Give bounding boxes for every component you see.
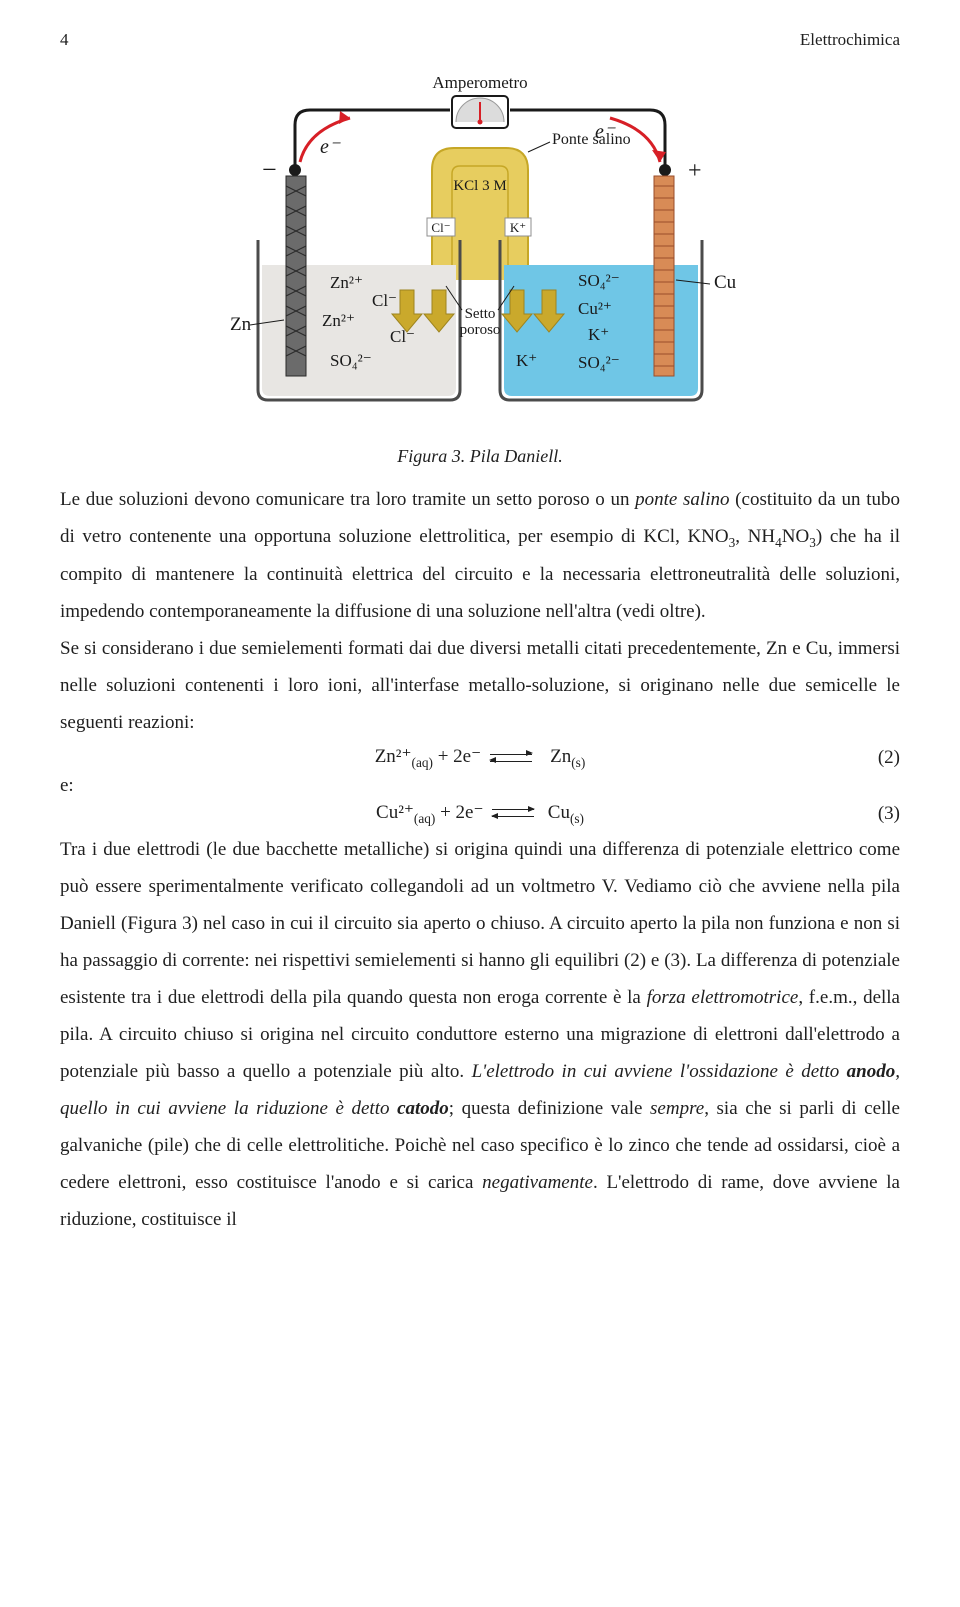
left-ion-1: Cl⁻ — [372, 291, 397, 310]
p3-catodo: catodo — [397, 1098, 449, 1119]
paragraph-3: Tra i due elettrodi (le due bacchette me… — [60, 831, 900, 1239]
r2-left: Zn²⁺ — [375, 746, 412, 767]
daniell-cell-svg: − + e⁻ e⁻ Amperometro KCl 3 M Ponte sali… — [200, 70, 760, 430]
amperometer-label: Amperometro — [432, 73, 527, 92]
r3-aq: (aq) — [414, 811, 435, 826]
septum-label-2: poroso — [460, 322, 501, 338]
page: 4 Elettrochimica − + e⁻ e⁻ Am — [0, 0, 960, 1278]
right-ion-0: SO₄²⁻ — [578, 271, 620, 290]
p3-a: Tra i due elettrodi (le due bacchette me… — [60, 839, 900, 1008]
right-ion-3: SO₄²⁻ — [578, 353, 620, 372]
reaction-3-number: (3) — [860, 803, 900, 825]
minus-sign: − — [262, 155, 277, 184]
equilibrium-arrow-icon — [490, 752, 532, 764]
kcl-label: KCl 3 M — [453, 178, 506, 194]
p1-ponte-salino: ponte salino — [635, 489, 729, 510]
p1-c: , NH — [735, 526, 775, 547]
reaction-3: Cu²⁺(aq) + 2e⁻ Cu(s) (3) — [60, 801, 900, 827]
reaction-2: Zn²⁺(aq) + 2e⁻ Zn(s) (2) — [60, 745, 900, 771]
sub-4: 4 — [775, 535, 782, 550]
salt-bridge-label: Ponte salino — [552, 131, 631, 148]
reaction-2-expr: Zn²⁺(aq) + 2e⁻ Zn(s) — [100, 745, 860, 771]
equilibrium-arrow-icon — [492, 807, 534, 819]
r3-left: Cu²⁺ — [376, 802, 414, 823]
p3-sempre: sempre — [650, 1098, 704, 1119]
page-number: 4 — [60, 30, 69, 50]
figure-caption: Figura 3. Pila Daniell. — [60, 446, 900, 467]
bridge-k-label: K⁺ — [510, 220, 526, 235]
p3-anodo: anodo — [847, 1061, 896, 1082]
zn-electrode-label: Zn — [230, 314, 252, 335]
right-k-outside: K⁺ — [516, 351, 537, 370]
e-colon: e: — [60, 775, 900, 797]
p1-d: NO — [782, 526, 809, 547]
figure-daniell-cell: − + e⁻ e⁻ Amperometro KCl 3 M Ponte sali… — [60, 70, 900, 430]
bridge-cl-label: Cl⁻ — [431, 220, 450, 235]
p3-c: ; questa definizione vale — [449, 1098, 650, 1119]
r2-s: (s) — [571, 755, 585, 770]
p3-anodo-sent: L'elettrodo in cui avviene l'ossidazione… — [472, 1061, 847, 1082]
r2-plus: + 2e⁻ — [433, 746, 486, 767]
left-ion-2: Zn²⁺ — [322, 311, 355, 330]
running-head: 4 Elettrochimica — [60, 30, 900, 50]
paragraph-2: Se si considerano i due semielementi for… — [60, 630, 900, 741]
left-ion-3: Cl⁻ — [390, 327, 415, 346]
r2-aq: (aq) — [412, 755, 433, 770]
r2-right: Zn — [550, 746, 571, 767]
p1-a: Le due soluzioni devono comunicare tra l… — [60, 489, 635, 510]
plus-sign: + — [688, 158, 702, 184]
right-ion-1: Cu²⁺ — [578, 299, 612, 318]
right-ion-2: K⁺ — [588, 325, 609, 344]
p3-fem: forza elettromotrice — [647, 987, 799, 1008]
running-title: Elettrochimica — [800, 30, 900, 50]
paragraph-1: Le due soluzioni devono comunicare tra l… — [60, 481, 900, 630]
septum-label-1: Setto — [465, 306, 496, 322]
electron-left-label: e⁻ — [320, 136, 341, 158]
left-ion-4: SO₄²⁻ — [330, 351, 372, 370]
cu-electrode-label: Cu — [714, 272, 737, 293]
reaction-3-expr: Cu²⁺(aq) + 2e⁻ Cu(s) — [100, 801, 860, 827]
r3-plus: + 2e⁻ — [435, 802, 488, 823]
reaction-2-number: (2) — [860, 747, 900, 769]
r3-s: (s) — [570, 811, 584, 826]
left-ion-0: Zn²⁺ — [330, 273, 363, 292]
r3-right: Cu — [548, 802, 570, 823]
sub-3b: 3 — [809, 535, 816, 550]
p3-neg: negativamente — [482, 1172, 593, 1193]
